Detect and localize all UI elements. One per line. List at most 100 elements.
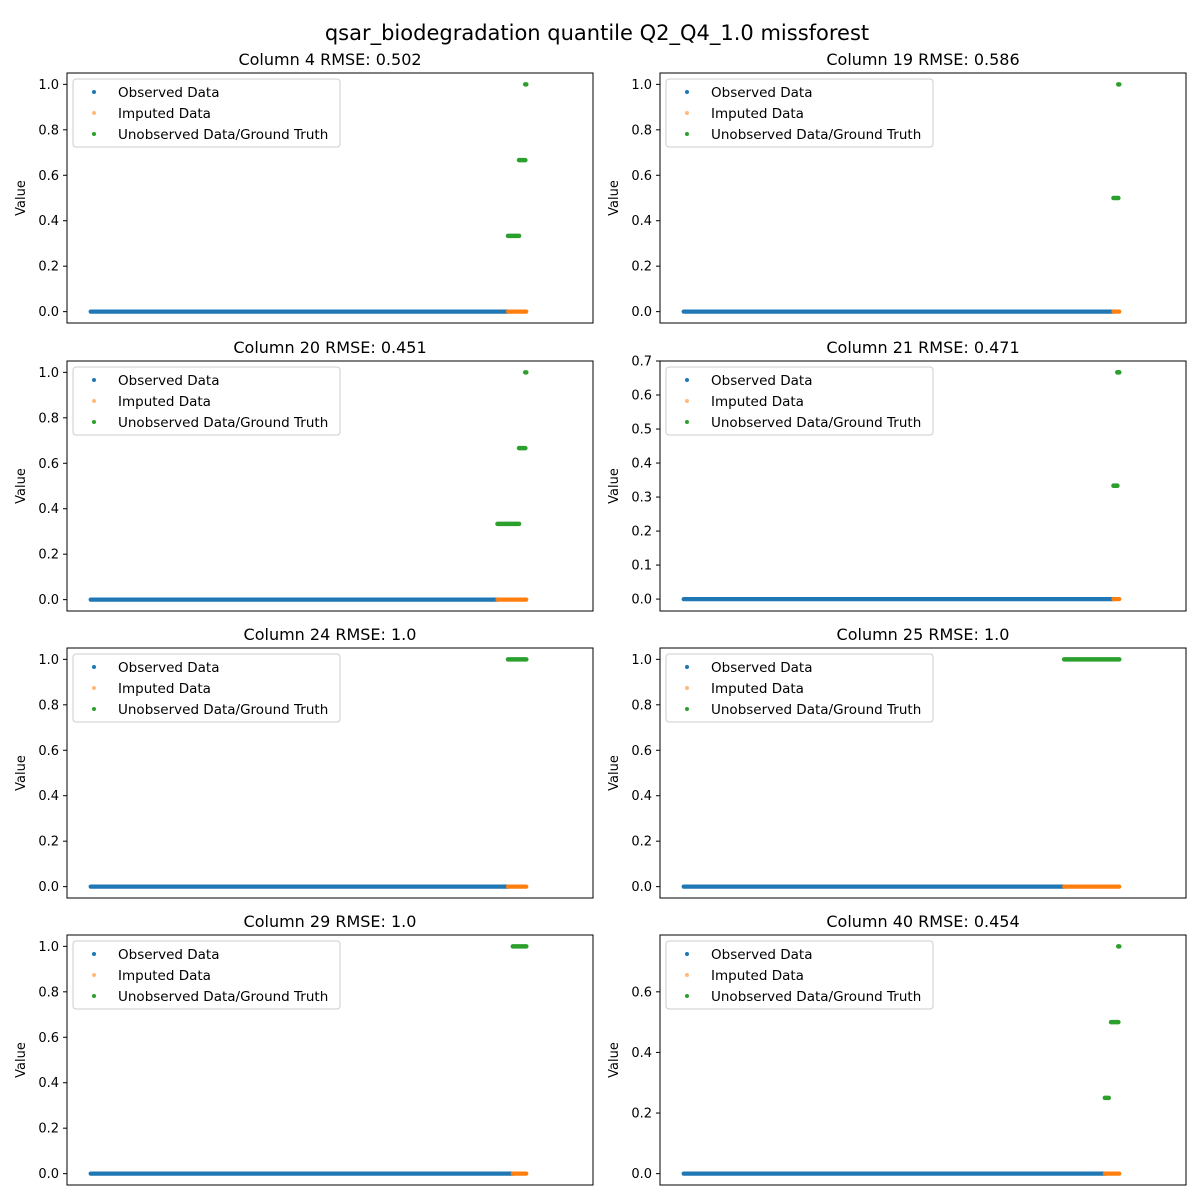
observed-legend-marker xyxy=(685,952,689,956)
legend-label: Unobserved Data/Ground Truth xyxy=(118,415,328,431)
legend-label: Unobserved Data/Ground Truth xyxy=(118,989,328,1005)
legend: Observed Data Imputed Data Unobserved Data… xyxy=(665,366,934,436)
subplot-2: Column 19 RMSE: 0.586 Value 0.0 0.2 0.4 0.6 0.… xyxy=(607,50,1187,324)
subplot-title: Column 4 RMSE: 0.502 xyxy=(238,50,421,69)
y-tick-label: 1.0 xyxy=(38,940,59,955)
y-tick-label: 0.6 xyxy=(38,744,59,759)
y-tick-label: 0.2 xyxy=(631,835,652,850)
legend-label: Observed Data xyxy=(118,373,219,389)
legend-label: Observed Data xyxy=(711,947,812,963)
legend-label: Imputed Data xyxy=(711,968,804,984)
y-tick-label: 1.0 xyxy=(38,78,59,93)
imputed-legend-marker xyxy=(92,111,96,115)
y-tick-label: 0.0 xyxy=(631,593,652,608)
legend: Observed Data Imputed Data Unobserved Data… xyxy=(665,78,934,148)
y-tick-label: 0.7 xyxy=(631,355,652,370)
observed-legend-marker xyxy=(92,90,96,94)
y-tick-label: 0.5 xyxy=(631,423,652,438)
axes-frame xyxy=(659,360,1187,612)
imputed-legend-marker xyxy=(685,973,689,977)
y-tick-label: 0.4 xyxy=(38,214,59,229)
subplot-8: Column 40 RMSE: 0.454 Value 0.0 0.2 0.4 0.6 Ob… xyxy=(607,912,1187,1186)
y-tick-label: 1.0 xyxy=(631,653,652,668)
ground-truth-legend-marker xyxy=(685,420,689,424)
y-tick-label: 0.0 xyxy=(631,880,652,895)
y-tick-label: 0.4 xyxy=(631,789,652,804)
subplot-3: Column 20 RMSE: 0.451 Value 0.0 0.2 0.4 0.6 0.… xyxy=(14,338,594,612)
subplot-1: Column 4 RMSE: 0.502 Value 0.0 0.2 0.4 0.6 0.8… xyxy=(14,50,594,324)
subplot-7: Column 29 RMSE: 1.0 Value 0.0 0.2 0.4 0.6 0.8 1… xyxy=(14,912,594,1186)
y-axis-label: Value xyxy=(607,180,622,216)
imputed-legend-marker xyxy=(685,399,689,403)
y-tick-label: 0.0 xyxy=(38,593,59,608)
y-tick-label: 0.0 xyxy=(38,1167,59,1182)
subplot-title: Column 29 RMSE: 1.0 xyxy=(244,912,417,931)
y-tick-label: 0.6 xyxy=(38,1031,59,1046)
imputed-legend-marker xyxy=(685,111,689,115)
subplot-4: Column 21 RMSE: 0.471 Value 0.0 0.1 0.2 0.3 0.… xyxy=(607,338,1187,612)
y-tick-label: 0.2 xyxy=(631,1107,652,1122)
subplot-title: Column 21 RMSE: 0.471 xyxy=(826,338,1019,357)
axes-frame xyxy=(66,934,594,1186)
y-tick-label: 0.4 xyxy=(631,457,652,472)
legend-box xyxy=(72,78,341,148)
legend-label: Observed Data xyxy=(118,660,219,676)
y-tick-label: 0.0 xyxy=(631,1167,652,1182)
y-tick-label: 0.8 xyxy=(631,123,652,138)
y-tick-label: 0.6 xyxy=(631,389,652,404)
legend-label: Unobserved Data/Ground Truth xyxy=(118,127,328,143)
axes-frame xyxy=(66,360,594,612)
y-tick-label: 0.4 xyxy=(631,214,652,229)
y-tick-label: 0.2 xyxy=(38,260,59,275)
y-tick-label: 0.4 xyxy=(38,789,59,804)
y-tick-label: 0.2 xyxy=(38,1122,59,1137)
legend-label: Imputed Data xyxy=(711,681,804,697)
ground-truth-legend-marker xyxy=(685,707,689,711)
y-tick-label: 0.4 xyxy=(38,502,59,517)
y-tick-label: 0.6 xyxy=(631,744,652,759)
y-axis-label: Value xyxy=(14,468,29,504)
y-axis-label: Value xyxy=(14,1042,29,1078)
legend-box xyxy=(665,366,934,436)
y-tick-label: 0.8 xyxy=(631,698,652,713)
axes-frame xyxy=(66,72,594,324)
legend: Observed Data Imputed Data Unobserved Data… xyxy=(665,653,934,723)
ground-truth-legend-marker xyxy=(685,994,689,998)
y-tick-label: 0.6 xyxy=(631,985,652,1000)
legend-label: Unobserved Data/Ground Truth xyxy=(711,702,921,718)
y-tick-label: 0.6 xyxy=(631,169,652,184)
subplot-title: Column 24 RMSE: 1.0 xyxy=(244,625,417,644)
legend: Observed Data Imputed Data Unobserved Data… xyxy=(72,940,341,1010)
ground-truth-legend-marker xyxy=(92,132,96,136)
y-tick-label: 0.8 xyxy=(38,123,59,138)
ground-truth-legend-marker xyxy=(92,994,96,998)
subplots-grid: Column 4 RMSE: 0.502 Value 0.0 0.2 0.4 0.6 0.8… xyxy=(14,50,1187,1186)
observed-legend-marker xyxy=(92,952,96,956)
legend-label: Imputed Data xyxy=(118,106,211,122)
legend-label: Imputed Data xyxy=(711,106,804,122)
subplot-title: Column 40 RMSE: 0.454 xyxy=(826,912,1019,931)
legend-box xyxy=(665,940,934,1010)
ground-truth-legend-marker xyxy=(92,420,96,424)
legend-label: Observed Data xyxy=(711,373,812,389)
subplot-title: Column 19 RMSE: 0.586 xyxy=(826,50,1019,69)
legend-label: Imputed Data xyxy=(711,394,804,410)
axes-frame xyxy=(659,647,1187,899)
legend-box xyxy=(72,366,341,436)
y-tick-label: 0.8 xyxy=(38,698,59,713)
y-tick-label: 0.6 xyxy=(38,169,59,184)
y-axis-label: Value xyxy=(14,755,29,791)
y-tick-label: 0.0 xyxy=(631,305,652,320)
observed-legend-marker xyxy=(92,378,96,382)
y-axis-label: Value xyxy=(14,180,29,216)
subplot-6: Column 25 RMSE: 1.0 Value 0.0 0.2 0.4 0.6 0.8 1… xyxy=(607,625,1187,899)
y-tick-label: 0.2 xyxy=(38,835,59,850)
imputed-legend-marker xyxy=(92,973,96,977)
observed-legend-marker xyxy=(92,665,96,669)
y-tick-label: 0.8 xyxy=(38,411,59,426)
legend-label: Imputed Data xyxy=(118,394,211,410)
legend-label: Unobserved Data/Ground Truth xyxy=(118,702,328,718)
axes-frame xyxy=(66,647,594,899)
legend-box xyxy=(665,653,934,723)
